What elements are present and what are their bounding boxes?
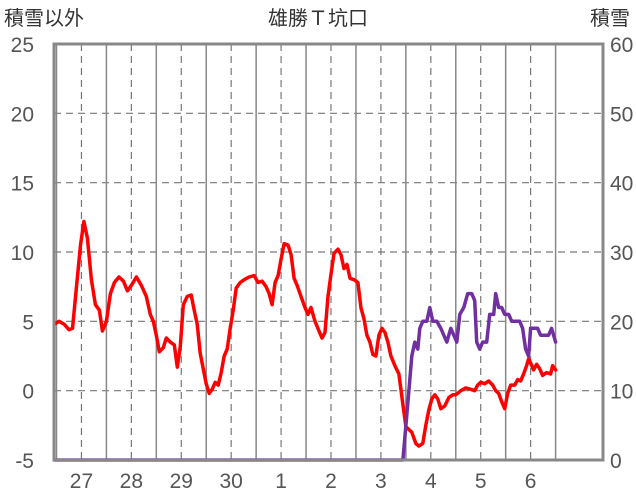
chart-title: 雄勝Ｔ坑口 bbox=[268, 6, 368, 30]
snow-depth-series-line bbox=[52, 291, 558, 462]
y-left-tick-label: 0 bbox=[22, 381, 34, 404]
x-tick-label: 4 bbox=[425, 470, 437, 493]
y-right-tick-label: 50 bbox=[610, 103, 633, 126]
right-axis-label: 積雪 bbox=[590, 6, 630, 30]
x-tick-label: 29 bbox=[170, 470, 193, 493]
x-tick-label: 1 bbox=[275, 470, 287, 493]
y-left-tick-label: -5 bbox=[15, 450, 34, 473]
y-right-tick-label: 10 bbox=[610, 381, 633, 404]
grid-lines bbox=[54, 44, 603, 460]
x-tick-label: 30 bbox=[219, 470, 242, 493]
tick-labels: -5 0 5 10 15 20 25 0 10 20 30 40 50 60 27 28 29 30 1 2 3 4 5 6 bbox=[11, 34, 634, 493]
left-axis-label: 積雪以外 bbox=[4, 6, 84, 30]
x-tick-label: 27 bbox=[70, 470, 93, 493]
x-tick-label: 6 bbox=[525, 470, 537, 493]
y-right-tick-label: 40 bbox=[610, 173, 633, 196]
plot-frame bbox=[52, 42, 605, 462]
x-tick-label: 2 bbox=[325, 470, 337, 493]
x-tick-label: 28 bbox=[120, 470, 143, 493]
x-tick-label: 3 bbox=[375, 470, 387, 493]
y-right-tick-label: 20 bbox=[610, 311, 633, 334]
y-left-tick-label: 20 bbox=[11, 103, 34, 126]
series-group bbox=[52, 219, 558, 462]
y-right-tick-label: 0 bbox=[610, 450, 622, 473]
y-left-tick-label: 10 bbox=[11, 242, 34, 265]
x-tick-label: 5 bbox=[475, 470, 487, 493]
y-left-tick-label: 5 bbox=[22, 311, 34, 334]
y-left-tick-label: 25 bbox=[11, 34, 34, 57]
y-right-tick-label: 60 bbox=[610, 34, 633, 57]
temperature-series-line bbox=[52, 219, 558, 448]
y-right-tick-label: 30 bbox=[610, 242, 633, 265]
y-left-tick-label: 15 bbox=[11, 173, 34, 196]
